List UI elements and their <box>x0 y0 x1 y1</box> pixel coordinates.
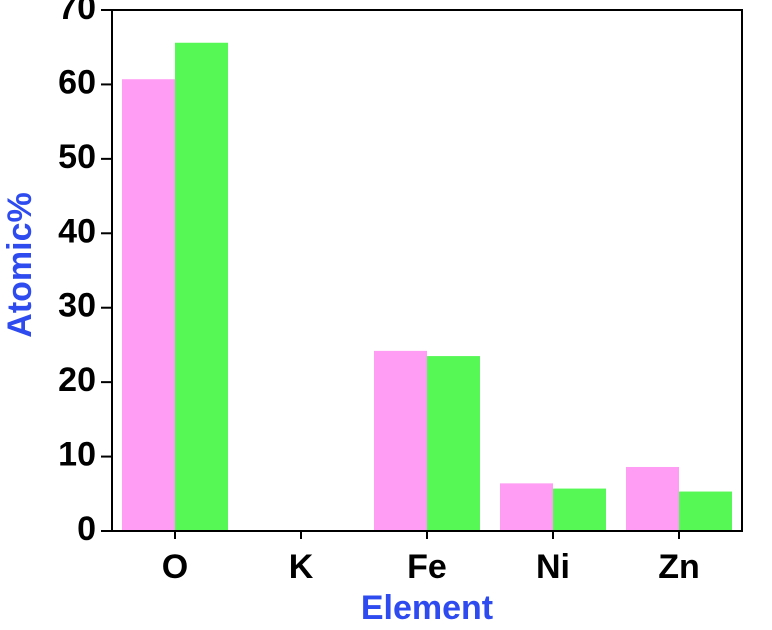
bar <box>626 466 679 531</box>
y-tick-label: 10 <box>58 436 96 474</box>
x-tick-label: O <box>162 548 188 586</box>
plot-frame <box>111 9 743 532</box>
x-axis-label: Element <box>361 589 493 627</box>
bar <box>500 483 553 531</box>
y-tick-label: 70 <box>58 0 96 27</box>
bar <box>175 42 228 532</box>
bar <box>374 350 427 531</box>
x-tick-label: Ni <box>536 548 570 586</box>
y-tick-label: 40 <box>58 212 96 250</box>
y-axis-label: Atomic% <box>1 192 39 337</box>
x-tick-label: K <box>289 548 314 586</box>
bar <box>679 491 732 531</box>
y-tick-label: 0 <box>77 510 96 548</box>
y-tick-label: 50 <box>58 138 96 176</box>
x-tick-label: Fe <box>407 548 447 586</box>
bar <box>553 488 606 531</box>
y-tick-label: 60 <box>58 63 96 101</box>
x-tick-label: Zn <box>658 548 700 586</box>
bar <box>122 79 175 532</box>
y-tick-label: 30 <box>58 287 96 325</box>
y-tick-label: 20 <box>58 361 96 399</box>
bar <box>427 356 480 531</box>
